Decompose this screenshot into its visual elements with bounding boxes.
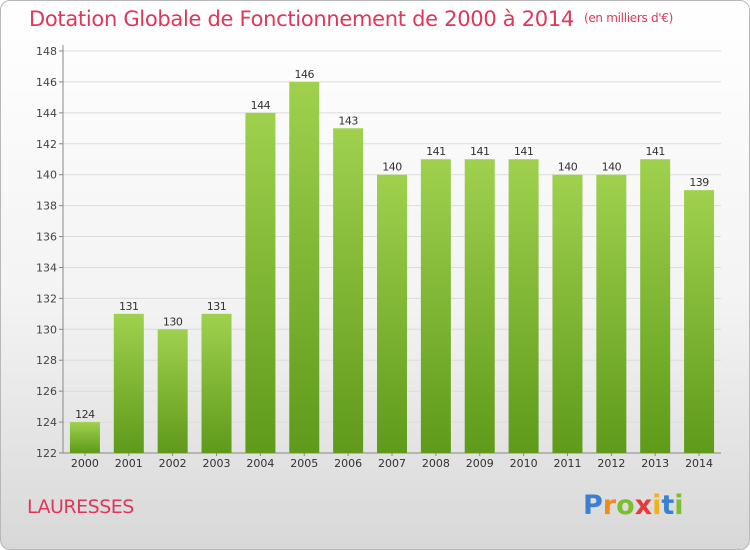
y-tick-label: 144 xyxy=(36,107,57,120)
logo-letter: t xyxy=(661,490,675,521)
data-label: 131 xyxy=(119,300,139,313)
logo-letter: r xyxy=(602,490,617,521)
x-tick-label: 2009 xyxy=(466,457,494,470)
bar-2002 xyxy=(157,329,188,453)
y-tick-label: 148 xyxy=(36,45,57,58)
bar-2003 xyxy=(201,313,232,453)
bar-2000 xyxy=(69,422,100,453)
y-tick-label: 140 xyxy=(36,169,57,182)
y-tick-label: 142 xyxy=(36,138,57,151)
x-tick-label: 2008 xyxy=(422,457,450,470)
x-tick-label: 2001 xyxy=(115,457,143,470)
y-tick-label: 136 xyxy=(36,231,57,244)
data-label: 140 xyxy=(382,161,402,174)
data-label: 141 xyxy=(645,145,665,158)
logo-letter: i xyxy=(652,490,662,521)
x-tick-label: 2000 xyxy=(71,457,99,470)
x-tick-label: 2012 xyxy=(597,457,625,470)
logo-letter: o xyxy=(616,490,635,521)
y-tick-label: 146 xyxy=(36,76,57,89)
logo-letter: P xyxy=(583,490,603,521)
data-label: 130 xyxy=(163,315,183,328)
logo-letter: x xyxy=(634,490,653,521)
x-tick-labels: 2000 2001 2002 2003 2004 2005 2006 2007 2008 2009… xyxy=(71,457,713,470)
logo-letter: i xyxy=(674,490,684,521)
x-tick-label: 2002 xyxy=(159,457,187,470)
x-tick-label: 2010 xyxy=(510,457,538,470)
bar-2010 xyxy=(508,159,539,453)
y-tick-label: 122 xyxy=(36,447,57,460)
chart-unit: (en milliers d'€) xyxy=(583,11,673,25)
data-label: 144 xyxy=(251,99,271,112)
commune-name: LAURESSES xyxy=(27,496,134,518)
x-tick-label: 2014 xyxy=(685,457,713,470)
x-tick-label: 2007 xyxy=(378,457,406,470)
x-tick-label: 2011 xyxy=(553,457,581,470)
bar-2009 xyxy=(464,159,495,453)
y-tick-label: 130 xyxy=(36,323,57,336)
data-label: 124 xyxy=(75,408,95,421)
x-tick-label: 2013 xyxy=(641,457,669,470)
y-tick-label: 138 xyxy=(36,200,57,213)
bar-2005 xyxy=(289,81,320,453)
bars xyxy=(69,81,715,454)
bar-2008 xyxy=(420,159,451,453)
data-label: 141 xyxy=(426,145,446,158)
data-label: 141 xyxy=(470,145,490,158)
chart-title: Dotation Globale de Fonctionnement de 20… xyxy=(29,7,673,31)
x-tick-label: 2004 xyxy=(246,457,274,470)
bar-2004 xyxy=(245,112,276,453)
bar-2012 xyxy=(596,174,627,453)
bar-2013 xyxy=(640,159,671,453)
data-label: 140 xyxy=(602,161,622,174)
y-tick-label: 134 xyxy=(36,261,57,274)
bar-2006 xyxy=(333,128,364,454)
x-tick-label: 2003 xyxy=(203,457,231,470)
bar-2014 xyxy=(684,190,715,453)
y-tick-label: 132 xyxy=(36,292,57,305)
bar-2007 xyxy=(377,174,407,453)
data-label: 131 xyxy=(207,300,227,313)
y-tick-label: 124 xyxy=(36,416,57,429)
data-label: 140 xyxy=(558,161,578,174)
data-label: 139 xyxy=(689,176,709,189)
proxiti-logo[interactable]: Proxiti xyxy=(583,490,684,521)
x-tick-label: 2006 xyxy=(334,457,362,470)
chart-title-text: Dotation Globale de Fonctionnement de 20… xyxy=(29,7,574,31)
x-tick-label: 2005 xyxy=(290,457,318,470)
data-label: 143 xyxy=(338,114,358,127)
y-tick-label: 128 xyxy=(36,354,57,367)
bar-2001 xyxy=(113,313,144,453)
data-label: 141 xyxy=(514,145,534,158)
data-label: 146 xyxy=(295,68,315,81)
y-tick-label: 126 xyxy=(36,385,57,398)
bar-2011 xyxy=(552,174,583,453)
data-labels: 124 131 130 131 144 146 143 140 141 141 141 140 140 1… xyxy=(75,68,710,421)
y-tick-labels: 122 124 126 128 130 132 134 136 138 140 142 144 146 1… xyxy=(36,45,57,460)
